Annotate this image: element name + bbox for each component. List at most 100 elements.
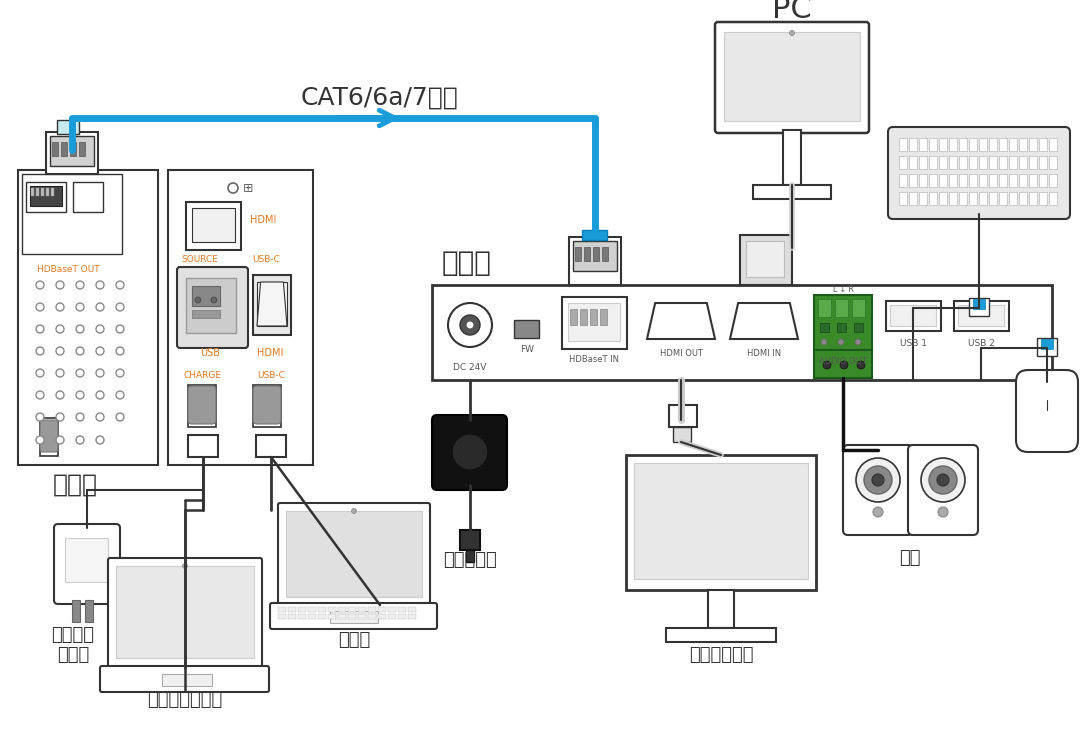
Circle shape xyxy=(76,413,84,421)
Bar xyxy=(85,600,93,622)
Text: L ↓ R: L ↓ R xyxy=(833,285,853,294)
Bar xyxy=(1039,192,1047,205)
Bar xyxy=(378,607,386,612)
Bar xyxy=(278,607,286,612)
Bar xyxy=(890,305,936,326)
Text: USB-C: USB-C xyxy=(257,370,285,379)
Bar xyxy=(1029,174,1037,187)
Bar xyxy=(899,156,907,169)
Bar xyxy=(186,278,236,333)
Bar xyxy=(949,174,957,187)
Bar xyxy=(70,142,76,156)
Bar xyxy=(919,156,927,169)
Bar xyxy=(358,607,366,612)
Circle shape xyxy=(36,325,43,333)
Circle shape xyxy=(76,325,84,333)
Text: HDMI: HDMI xyxy=(250,215,276,225)
Bar xyxy=(909,174,917,187)
Bar xyxy=(1019,138,1027,151)
Bar xyxy=(32,188,34,196)
Bar xyxy=(969,138,977,151)
Circle shape xyxy=(211,297,217,303)
Circle shape xyxy=(116,347,124,355)
Bar xyxy=(969,192,977,205)
Bar xyxy=(626,455,816,590)
Text: HDBaseT IN: HDBaseT IN xyxy=(569,354,619,363)
Text: HDBaseT OUT: HDBaseT OUT xyxy=(37,266,99,275)
Bar xyxy=(958,305,1004,326)
Circle shape xyxy=(76,347,84,355)
Bar xyxy=(570,309,577,325)
Bar xyxy=(51,188,54,196)
Bar xyxy=(949,138,957,151)
Bar xyxy=(388,607,396,612)
Bar xyxy=(909,156,917,169)
Circle shape xyxy=(855,339,861,345)
Bar xyxy=(286,511,422,597)
Bar xyxy=(1049,192,1057,205)
Circle shape xyxy=(460,315,480,335)
Bar xyxy=(886,301,941,331)
Bar xyxy=(514,320,539,338)
Circle shape xyxy=(821,339,827,345)
Bar xyxy=(899,138,907,151)
Bar xyxy=(466,550,474,562)
Text: USB 1: USB 1 xyxy=(900,339,926,348)
Bar xyxy=(388,614,396,619)
Circle shape xyxy=(96,325,104,333)
Bar xyxy=(575,247,580,261)
Bar xyxy=(57,120,79,134)
Bar xyxy=(398,614,407,619)
Bar xyxy=(666,628,776,642)
Text: CAT6/6a/7网线: CAT6/6a/7网线 xyxy=(301,86,459,110)
FancyBboxPatch shape xyxy=(844,445,913,535)
Polygon shape xyxy=(647,303,715,339)
Bar xyxy=(999,192,1007,205)
Bar xyxy=(999,156,1007,169)
FancyBboxPatch shape xyxy=(100,666,268,692)
Bar xyxy=(600,309,607,325)
Bar xyxy=(909,138,917,151)
Bar xyxy=(46,132,98,174)
Circle shape xyxy=(57,303,64,311)
Circle shape xyxy=(116,325,124,333)
Bar xyxy=(288,607,296,612)
Circle shape xyxy=(36,369,43,377)
Bar xyxy=(257,435,286,457)
FancyBboxPatch shape xyxy=(188,386,216,424)
Bar xyxy=(188,385,216,427)
Bar xyxy=(954,301,1009,331)
FancyBboxPatch shape xyxy=(715,22,869,133)
Bar xyxy=(40,418,58,456)
Bar xyxy=(814,295,872,350)
Bar xyxy=(820,323,829,332)
Bar xyxy=(602,247,608,261)
Circle shape xyxy=(96,303,104,311)
Circle shape xyxy=(466,321,474,329)
Bar xyxy=(959,192,967,205)
Bar xyxy=(634,463,808,579)
Bar xyxy=(162,674,212,686)
Bar xyxy=(318,607,326,612)
Bar xyxy=(338,607,346,612)
Circle shape xyxy=(57,369,64,377)
Circle shape xyxy=(96,347,104,355)
Bar xyxy=(18,170,158,465)
Circle shape xyxy=(36,281,43,289)
FancyBboxPatch shape xyxy=(270,603,437,629)
Bar xyxy=(298,607,307,612)
Circle shape xyxy=(116,391,124,399)
Circle shape xyxy=(195,297,201,303)
Bar xyxy=(939,138,947,151)
Bar xyxy=(328,614,336,619)
Circle shape xyxy=(929,466,957,494)
Circle shape xyxy=(864,466,892,494)
Circle shape xyxy=(857,361,865,369)
Bar xyxy=(46,188,49,196)
FancyBboxPatch shape xyxy=(108,558,262,670)
Bar xyxy=(746,241,784,277)
Text: DC 24V: DC 24V xyxy=(453,363,487,372)
Circle shape xyxy=(96,281,104,289)
Bar xyxy=(580,309,587,325)
Bar xyxy=(1041,339,1053,349)
